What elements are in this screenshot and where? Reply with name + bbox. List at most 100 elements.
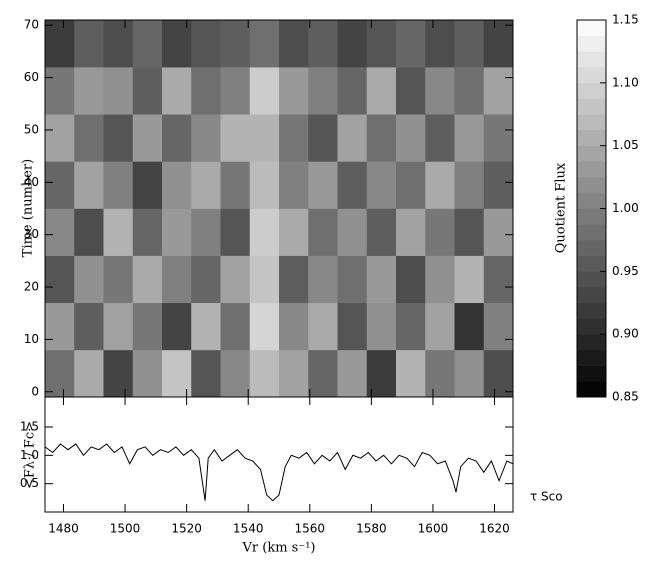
colorbar-step [577,365,606,382]
heat-cell [425,255,455,304]
heat-cell [74,255,104,304]
heat-cell [103,208,134,256]
heat-cell [162,302,192,351]
heat-cell [74,67,104,115]
heat-cell [454,349,485,398]
y-tick-label: 10 [24,332,39,346]
heat-cell [483,161,514,209]
heat-cell [279,255,309,304]
line [44,443,514,502]
heat-cell [220,114,251,162]
heat-cell [45,255,75,304]
heat-cell [279,67,309,115]
colorbar-step [577,271,606,288]
heat-cell [191,349,221,398]
heat-cell [454,255,485,304]
heat-cell [74,208,104,256]
heat-cell [45,20,75,68]
heat-cell [366,114,397,162]
x-tick-label: 1560 [295,522,326,536]
heat-cell [308,208,338,256]
heat-cell [279,208,309,256]
colorbar-label: Quotient Flux [554,162,569,253]
colorbar-step [577,161,606,178]
y-tick-label: 50 [24,122,39,136]
heat-cell [103,114,134,162]
heat-cell [132,349,163,398]
heat-cell [191,302,221,351]
heat-cell [249,114,280,162]
y-tick-label: 0.5 [20,476,39,490]
heat-cell [249,349,280,398]
colorbar-step [577,67,606,84]
heat-cell [337,114,368,162]
colorbar-step [577,208,606,225]
x-axis-label: Vr (km s⁻¹) [242,541,316,556]
x-tick-label: 1540 [233,522,264,536]
colorbar-step [577,35,606,52]
heat-cell [396,255,426,304]
heat-cell [249,161,280,209]
heat-cell [483,349,514,398]
colorbar-step [577,255,606,272]
heat-cell [103,255,134,304]
heat-cell [220,349,251,398]
heat-cell [337,302,368,351]
colorbar-step [577,114,606,131]
heat-cell [483,67,514,115]
heat-cell [45,161,75,209]
heat-cell [191,161,221,209]
heat-cell [191,67,221,115]
colorbar-step [577,239,606,256]
heat-cell [454,67,485,115]
heat-cell [191,208,221,256]
heat-cell [132,20,163,68]
frame [44,396,514,513]
heat-cell [425,349,455,398]
heat-cell [425,20,455,68]
colorbar-step [577,381,606,398]
heat-cell [220,255,251,304]
colorbar-step [577,224,606,241]
heat-cell [162,161,192,209]
heat-cell [337,67,368,115]
y-tick-label: 1.0 [20,448,39,462]
heat-cell [162,208,192,256]
colorbar-step [577,51,606,68]
heat-cell [366,302,397,351]
heat-cell [308,302,338,351]
heat-cell [45,114,75,162]
heat-cell [162,114,192,162]
heat-cell [279,302,309,351]
heat-cell [74,302,104,351]
colorbar-tick-label: 0.85 [612,390,639,404]
heat-cell [308,161,338,209]
heat-cell [249,208,280,256]
heat-cell [337,208,368,256]
heat-cell [74,114,104,162]
colorbar-step [577,318,606,335]
heat-cell [249,20,280,68]
colorbar-step [577,129,606,146]
y-tick-label: 1.5 [20,420,39,434]
heat-cell [162,255,192,304]
colorbar-step [577,177,606,194]
heat-cell [45,302,75,351]
heat-cell [454,208,485,256]
colorbar-step [577,349,606,366]
colorbar-step [577,82,606,99]
y-tick-label: 40 [24,175,39,189]
heat-cell [396,208,426,256]
heat-cell [396,20,426,68]
colorbar-step [577,98,606,115]
heat-cell [279,20,309,68]
y-axis-label: Time (number) [21,159,36,257]
colorbar-tick-label: 1.15 [612,13,639,27]
heat-cell [366,161,397,209]
heat-cell [191,20,221,68]
colorbar-step [577,302,606,319]
heat-cell [366,67,397,115]
colorbar-step [577,192,606,209]
heat-cell [74,349,104,398]
